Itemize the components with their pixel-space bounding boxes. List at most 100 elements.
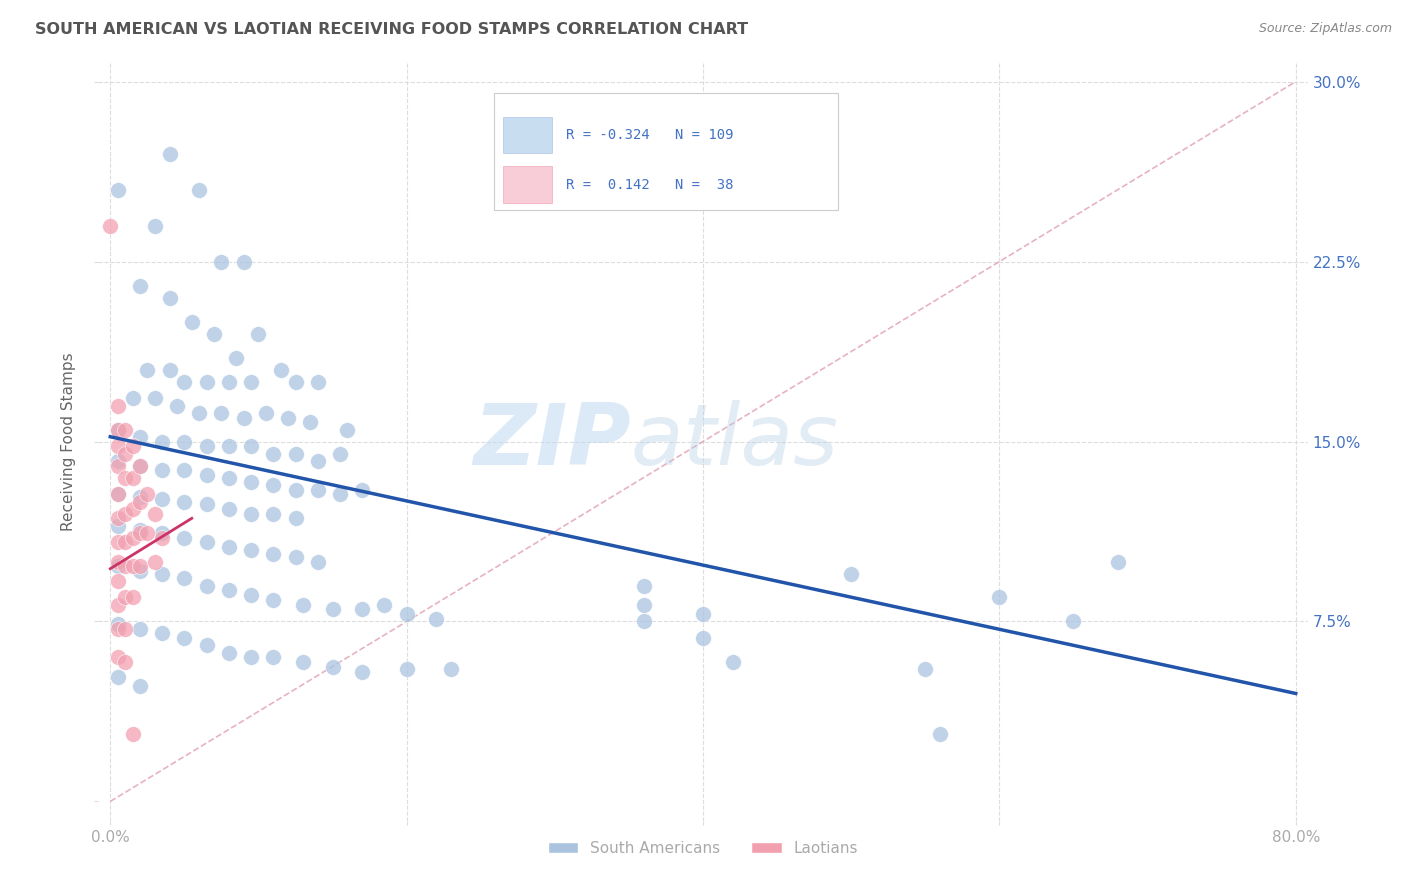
Point (129, 622, 152, 636)
Point (440, 663, 463, 677)
Text: atlas: atlas (630, 400, 838, 483)
Point (159, 291, 181, 305)
Point (107, 423, 129, 437)
Point (114, 470, 136, 484)
Point (129, 559, 152, 574)
Point (322, 660, 344, 674)
Legend: South Americans, Laotians: South Americans, Laotians (541, 835, 865, 863)
Point (195, 639, 218, 653)
Point (395, 663, 418, 677)
Point (107, 423, 129, 437)
Text: R = -0.324   N = 109: R = -0.324 N = 109 (567, 128, 734, 142)
Point (121, 501, 143, 516)
Point (277, 410, 299, 425)
Point (107, 487, 129, 501)
Point (143, 392, 166, 406)
Point (173, 494, 195, 508)
Point (150, 492, 173, 507)
Point (107, 616, 129, 631)
Point (307, 454, 329, 468)
Point (129, 525, 152, 540)
Point (1107, 554, 1129, 568)
Point (129, 490, 152, 504)
Point (232, 410, 254, 425)
Point (395, 607, 418, 622)
Point (166, 399, 188, 413)
Point (218, 646, 240, 660)
Point (240, 375, 263, 389)
Point (114, 622, 136, 636)
Point (143, 219, 166, 233)
Point (143, 554, 166, 568)
Point (209, 254, 232, 268)
Point (114, 423, 136, 437)
Point (107, 622, 129, 636)
Point (988, 591, 1011, 605)
Point (107, 574, 129, 588)
Point (129, 278, 152, 293)
Point (121, 470, 143, 484)
Bar (503, 166, 551, 202)
Point (121, 392, 143, 406)
Point (284, 483, 307, 497)
Point (129, 564, 152, 578)
Point (262, 650, 284, 665)
Point (329, 446, 352, 460)
Point (121, 591, 143, 605)
Point (121, 559, 143, 574)
Point (114, 655, 136, 669)
Point (218, 470, 240, 484)
Point (692, 607, 714, 622)
Point (225, 351, 247, 365)
Text: SOUTH AMERICAN VS LAOTIAN RECEIVING FOOD STAMPS CORRELATION CHART: SOUTH AMERICAN VS LAOTIAN RECEIVING FOOD… (35, 22, 748, 37)
Point (352, 665, 374, 679)
Point (136, 487, 159, 501)
Point (114, 591, 136, 605)
Point (107, 183, 129, 197)
Point (188, 406, 211, 420)
Point (121, 727, 143, 741)
Point (195, 497, 218, 511)
Point (209, 406, 232, 420)
Point (329, 487, 352, 501)
Point (173, 531, 195, 545)
Point (129, 524, 152, 538)
Point (232, 254, 254, 268)
Point (307, 554, 329, 568)
Point (114, 559, 136, 574)
FancyBboxPatch shape (494, 93, 838, 211)
Text: R =  0.142   N =  38: R = 0.142 N = 38 (567, 178, 734, 192)
Point (114, 535, 136, 549)
Point (107, 458, 129, 473)
Text: Source: ZipAtlas.com: Source: ZipAtlas.com (1258, 22, 1392, 36)
Point (107, 511, 129, 525)
Point (262, 593, 284, 607)
Point (114, 507, 136, 521)
Point (107, 518, 129, 533)
Point (218, 583, 240, 598)
Point (240, 588, 263, 602)
Point (929, 727, 952, 741)
Point (114, 446, 136, 460)
Point (195, 439, 218, 453)
Point (284, 511, 307, 525)
Point (188, 183, 211, 197)
Point (136, 362, 159, 376)
Point (107, 454, 129, 468)
Point (173, 434, 195, 449)
Point (136, 525, 159, 540)
Point (107, 670, 129, 684)
Point (150, 566, 173, 581)
Point (284, 549, 307, 564)
Point (129, 679, 152, 693)
Point (247, 326, 270, 341)
Point (150, 463, 173, 477)
Point (121, 531, 143, 545)
Point (307, 375, 329, 389)
Point (1062, 615, 1084, 629)
Point (150, 531, 173, 545)
Point (633, 598, 655, 612)
Point (373, 598, 395, 612)
Point (107, 650, 129, 665)
Point (150, 525, 173, 540)
